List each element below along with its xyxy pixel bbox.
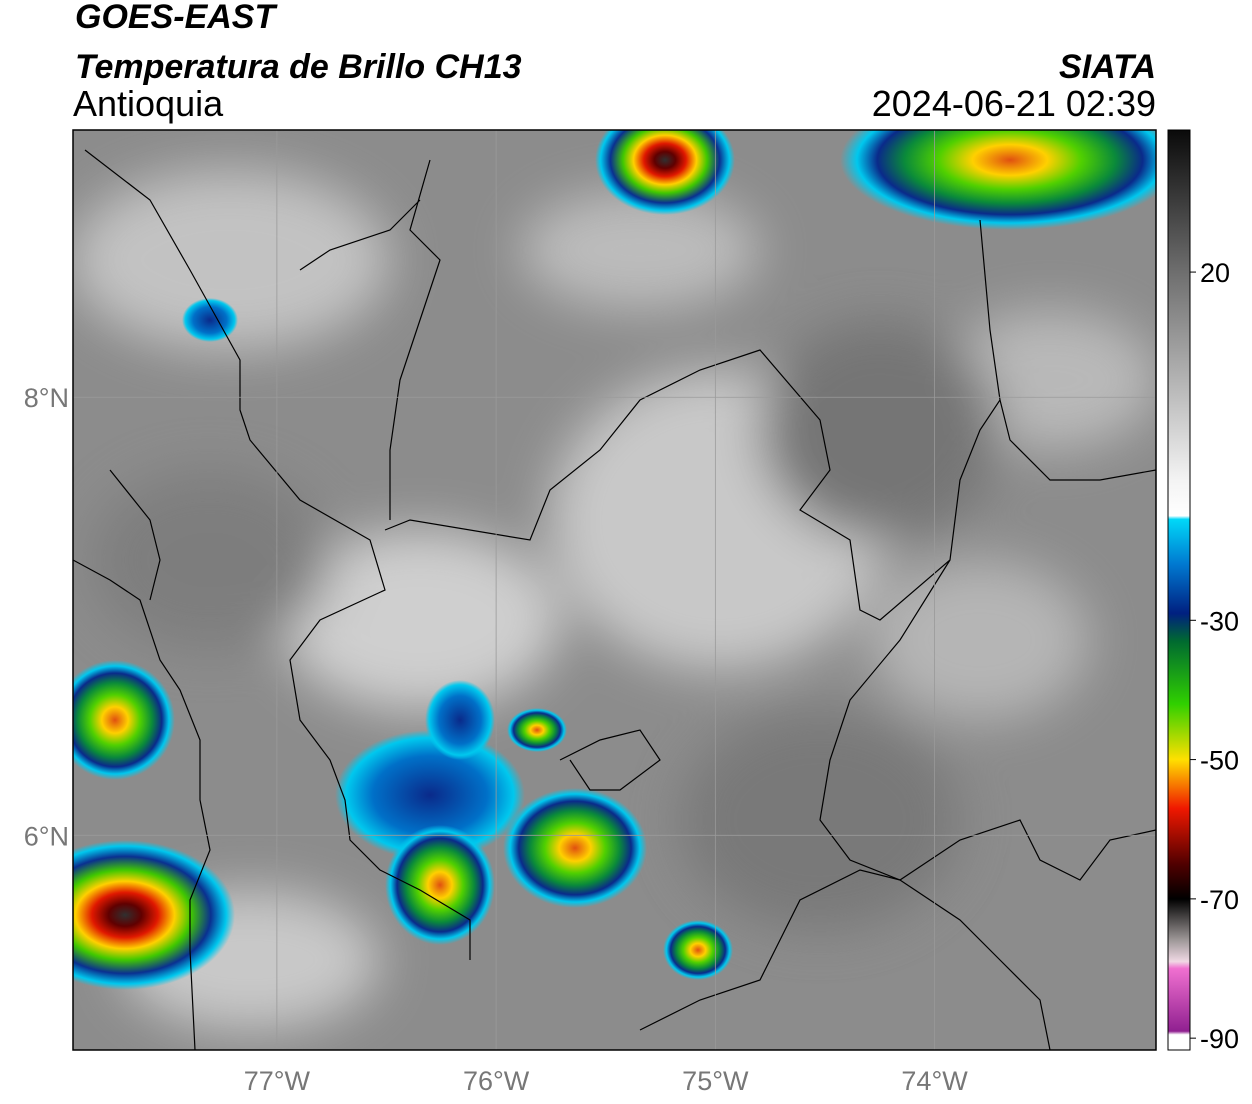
source: SIATA <box>1059 48 1156 86</box>
colorbar-tick-label: -30 <box>1200 606 1239 636</box>
title: GOES-EAST <box>75 0 278 36</box>
colorbar-tick-label: -50 <box>1200 746 1239 776</box>
y-tick-label: 6°N <box>24 821 69 851</box>
colorbar-tick-label: -70 <box>1200 885 1239 915</box>
x-tick-label: 75°W <box>682 1066 749 1096</box>
x-tick-label: 77°W <box>244 1066 311 1096</box>
colorbar-tick-label: 20 <box>1200 258 1230 288</box>
x-tick-label: 76°W <box>463 1066 530 1096</box>
x-tick-label: 74°W <box>901 1066 968 1096</box>
y-tick-label: 8°N <box>24 383 69 413</box>
datetime: 2024-06-21 02:39 <box>872 83 1156 124</box>
map-frame <box>72 129 1157 1051</box>
region: Antioquia <box>73 83 224 124</box>
subtitle: Temperatura de Brillo CH13 <box>75 48 522 86</box>
colorbar <box>1167 129 1191 1051</box>
map-image <box>73 130 1156 1050</box>
colorbar-tick-label: -90 <box>1200 1024 1239 1054</box>
